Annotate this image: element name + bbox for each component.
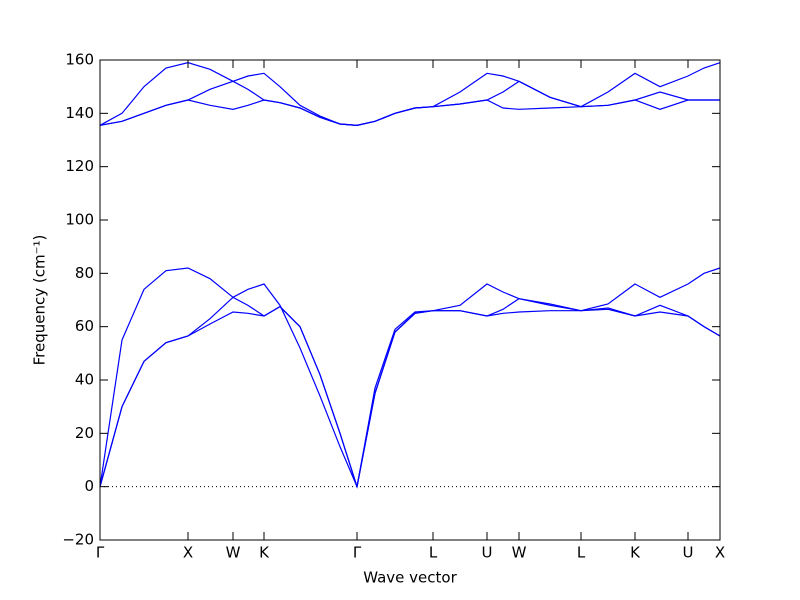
y-tick-label: 120: [65, 157, 94, 175]
x-tick-label: L: [577, 544, 586, 562]
x-tick-label: Γ: [353, 544, 362, 562]
y-tick-label: 160: [65, 51, 94, 69]
y-axis-label: Frequency (cm⁻¹): [31, 235, 49, 366]
plot-frame: [99, 59, 721, 541]
x-tick-label: W: [512, 544, 527, 562]
band-line: [99, 296, 721, 487]
y-tick-label: 60: [75, 317, 94, 335]
y-tick-label: 40: [75, 371, 94, 389]
x-tick-label: K: [259, 544, 270, 562]
y-tick-label: 20: [75, 424, 94, 442]
y-tick-label: 100: [65, 211, 94, 229]
y-tick-label: 0: [84, 477, 94, 495]
x-axis-label: Wave vector: [363, 569, 457, 587]
x-tick-label: U: [683, 544, 694, 562]
band-line: [99, 62, 721, 126]
x-tick-label: U: [482, 544, 493, 562]
band-line: [99, 267, 721, 489]
x-tick-label: Γ: [96, 544, 105, 562]
x-tick-label: X: [715, 544, 725, 562]
x-tick-label: K: [630, 544, 641, 562]
x-tick-label: L: [429, 544, 438, 562]
y-tick-label: 140: [65, 104, 94, 122]
x-tick-label: X: [183, 544, 193, 562]
x-tick-label: W: [226, 544, 241, 562]
y-tick-label: −20: [62, 531, 94, 549]
y-tick-label: 80: [75, 264, 94, 282]
